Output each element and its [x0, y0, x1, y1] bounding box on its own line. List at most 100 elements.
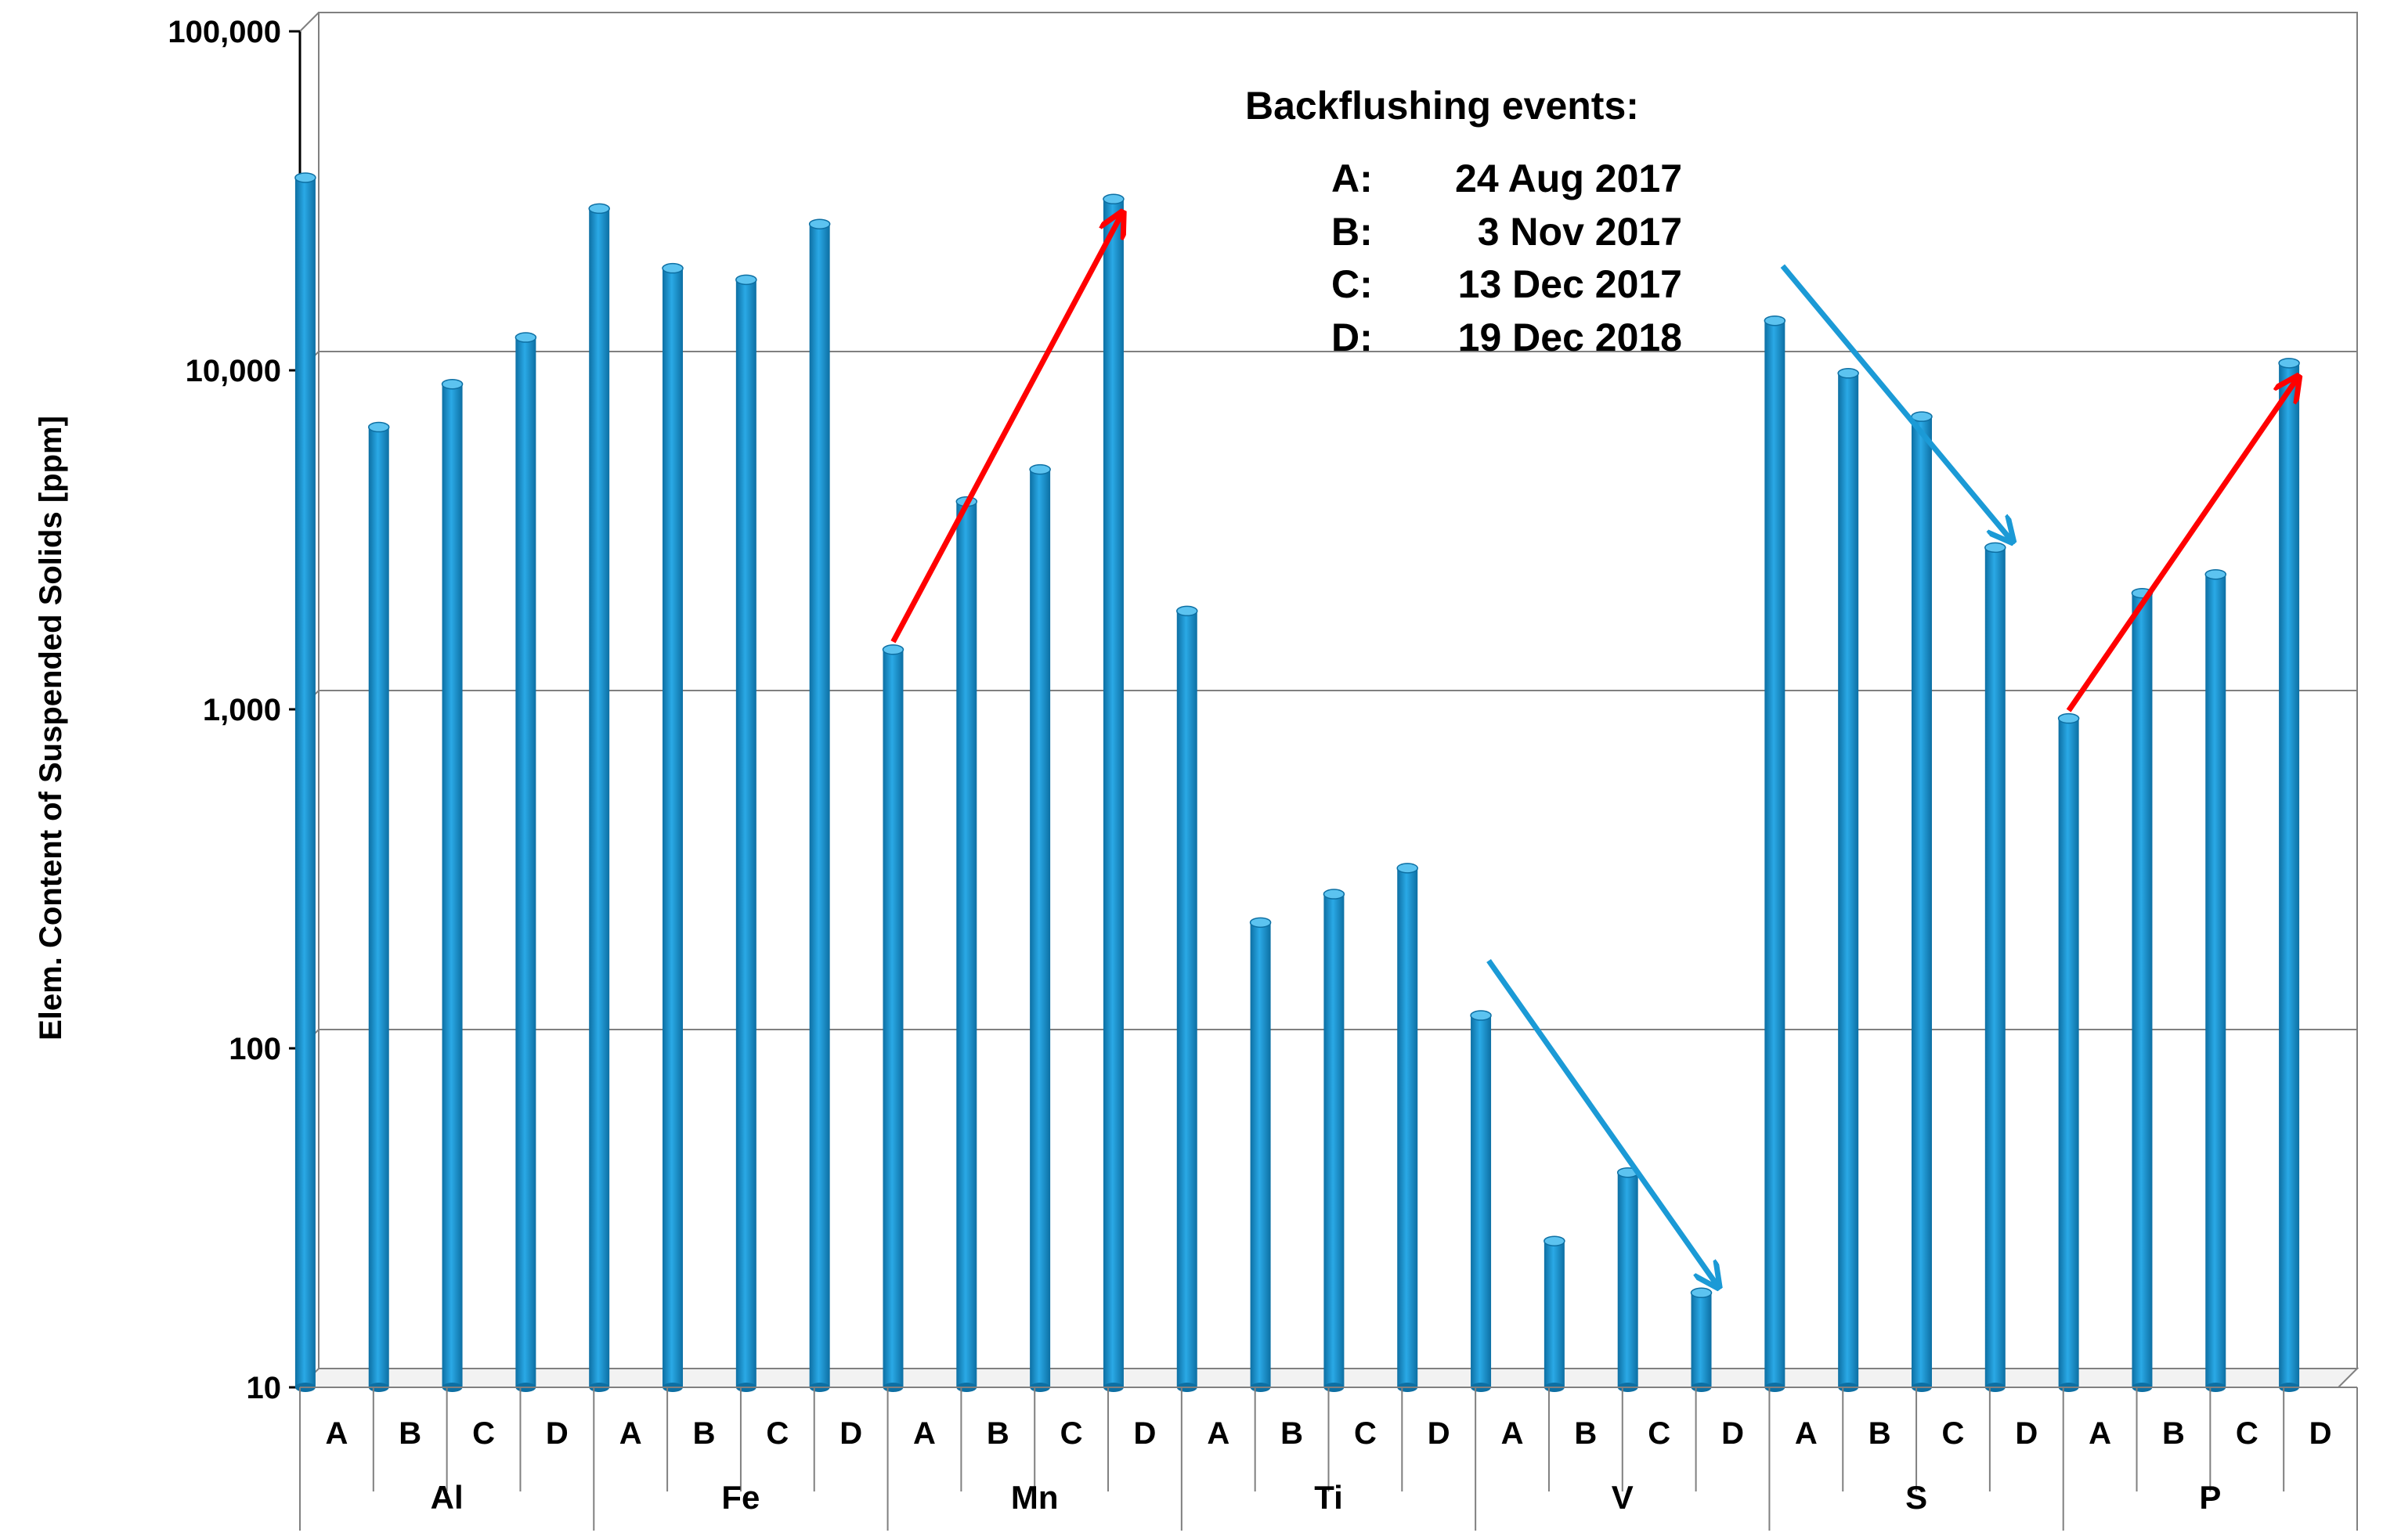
bars [294, 172, 2300, 1392]
group-label: Al [431, 1479, 464, 1516]
x-tick-label: B [1280, 1416, 1303, 1451]
bar [1103, 193, 1125, 1392]
bar-body [2132, 593, 2153, 1387]
bar-cap [1690, 1287, 1713, 1299]
group-label: Fe [721, 1479, 760, 1516]
bar [1911, 411, 1933, 1392]
legend-key-c: C: [1331, 262, 1373, 306]
x-tick-label: A [913, 1416, 936, 1451]
bar [1837, 368, 1859, 1392]
x-tick-label: B [1868, 1416, 1891, 1451]
x-tick-label: B [987, 1416, 1009, 1451]
bar-body [956, 501, 977, 1388]
bar-body [442, 384, 463, 1387]
x-tick-label: C [1648, 1416, 1670, 1451]
x-tick-label: D [1721, 1416, 1744, 1451]
bar-cap [1911, 411, 1933, 422]
bar-body [1323, 894, 1345, 1387]
bar [367, 421, 390, 1392]
x-tick-label: C [472, 1416, 495, 1451]
bar [1616, 1167, 1639, 1392]
bar-body [1764, 320, 1785, 1387]
bar-body [2205, 574, 2226, 1388]
bar [588, 203, 610, 1392]
x-tick-label: D [2015, 1416, 2038, 1451]
bar-cap [588, 203, 610, 215]
trend-arrow-up [890, 215, 1121, 644]
bar-body [1176, 611, 1197, 1387]
bar-body [2279, 362, 2300, 1387]
x-tick-label: D [2309, 1416, 2332, 1451]
legend-date-d: 19 Dec 2018 [1458, 316, 1682, 359]
trend-arrow-up [2066, 379, 2297, 712]
group-label: Ti [1314, 1479, 1343, 1516]
bar [1764, 315, 1786, 1392]
legend-date-b: 3 Nov 2017 [1478, 210, 1682, 254]
bar-cap [294, 172, 316, 183]
y-tick-label: 10 [247, 1371, 282, 1405]
x-tick-label: C [1942, 1416, 1965, 1451]
bar-cap [662, 262, 684, 274]
bar-body [1397, 867, 1418, 1387]
y-axis-label: Elem. Content of Suspended Solids [ppm] [34, 416, 68, 1040]
bar-body [883, 649, 904, 1387]
trend-arrow-down [1486, 959, 1717, 1285]
bar [1176, 605, 1198, 1392]
bar-cap [735, 274, 757, 286]
trend-arrows [890, 215, 2297, 1285]
x-tick-label: A [1795, 1416, 1818, 1451]
group-label: Mn [1011, 1479, 1059, 1516]
legend-key-a: A: [1331, 157, 1373, 200]
bar-cap [1764, 315, 1786, 326]
legend-date-a: 24 Aug 2017 [1455, 157, 1682, 200]
x-tick-label: A [619, 1416, 642, 1451]
bar-body [1911, 417, 1932, 1388]
bar [882, 644, 904, 1392]
x-tick-label: D [1134, 1416, 1157, 1451]
x-tick-label: A [1207, 1416, 1229, 1451]
bar-body [294, 177, 316, 1388]
bar-body [809, 224, 830, 1387]
bar-body [1250, 922, 1271, 1387]
bar-body [663, 268, 684, 1387]
bar [1396, 863, 1418, 1392]
x-tick-label: C [766, 1416, 789, 1451]
bar [735, 274, 757, 1392]
bar [441, 378, 464, 1392]
bar-cap [2057, 712, 2080, 724]
bar-cap [367, 421, 390, 433]
bar-body [735, 280, 756, 1387]
bar-body [1471, 1015, 1492, 1387]
bar-cap [2204, 568, 2227, 580]
legend-key-d: D: [1331, 316, 1373, 359]
y-tick-label: 100 [229, 1032, 281, 1066]
bar [808, 218, 831, 1392]
x-tick-label: A [325, 1416, 348, 1451]
x-tick-label: B [2162, 1416, 2185, 1451]
bar-cap [1103, 193, 1125, 205]
bar [2204, 568, 2227, 1392]
bar [1249, 917, 1272, 1392]
bar-cap [1984, 542, 2006, 554]
bar [1690, 1287, 1713, 1392]
bar-cap [1544, 1235, 1565, 1246]
x-tick-label: D [1428, 1416, 1450, 1451]
bar-cap [515, 332, 537, 343]
bar-body [2058, 718, 2079, 1387]
bar-cap [1323, 889, 1345, 900]
bar-cap [1249, 917, 1272, 929]
plot-side-edge [299, 12, 320, 32]
bar [1323, 889, 1345, 1392]
bar-body [1103, 199, 1124, 1388]
y-tick-label: 1,000 [203, 693, 281, 727]
bar-body [1544, 1241, 1565, 1387]
bar [2278, 358, 2300, 1392]
bar-cap [1396, 863, 1418, 874]
legend: Backflushing events: A: 24 Aug 2017 B: 3… [1245, 84, 1682, 359]
y-tick-label: 100,000 [168, 15, 281, 49]
x-tick-label: B [693, 1416, 716, 1451]
bar [1544, 1235, 1565, 1392]
x-tick-label: A [1501, 1416, 1524, 1451]
bar-body [1691, 1293, 1712, 1387]
